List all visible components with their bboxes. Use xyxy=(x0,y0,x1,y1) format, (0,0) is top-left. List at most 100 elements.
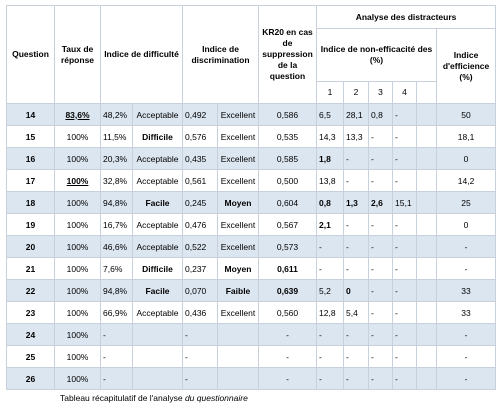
table-cell: 46,6% xyxy=(100,235,133,258)
table-cell: 0,492 xyxy=(182,103,218,126)
header-cell: 2 xyxy=(343,81,369,104)
spacer-cell xyxy=(416,279,437,302)
table-cell: 0 xyxy=(435,213,497,236)
table-cell: 23 xyxy=(6,301,55,324)
table-cell: 13,8 xyxy=(316,169,344,192)
table-cell: Excellent xyxy=(217,235,259,258)
spacer-cell xyxy=(416,367,437,390)
table-cell: 20 xyxy=(6,235,55,258)
table-cell: 1,8 xyxy=(316,147,344,170)
table-cell: 1,3 xyxy=(343,191,369,214)
table-cell: 5,4 xyxy=(343,301,369,324)
table-cell: - xyxy=(343,257,369,280)
spacer-cell xyxy=(416,301,437,324)
table-cell: - xyxy=(258,345,317,368)
table-cell: 100% xyxy=(54,345,101,368)
table-cell: 6,5 xyxy=(316,103,344,126)
table-cell: 100% xyxy=(54,235,101,258)
header-cell: Taux de réponse xyxy=(54,5,101,104)
table-cell: 0,561 xyxy=(182,169,218,192)
table-cell: - xyxy=(368,279,393,302)
header-cell: Analyse des distracteurs xyxy=(315,5,497,29)
table-cell: - xyxy=(258,367,317,390)
table-cell: 0,535 xyxy=(258,125,317,148)
table-cell: 48,2% xyxy=(100,103,133,126)
table-body: 14 83,6% 48,2% Acceptable 0,492 Excellent 0,58… xyxy=(6,103,497,390)
caption-text: Tableau récapitulatif de l'analyse xyxy=(60,393,185,403)
table-cell: 100% xyxy=(54,169,101,192)
table-cell xyxy=(217,323,259,346)
table-cell: 0,070 xyxy=(182,279,218,302)
table-cell: - xyxy=(368,301,393,324)
table-cell: - xyxy=(316,257,344,280)
table-cell: - xyxy=(316,235,344,258)
table-cell: - xyxy=(316,345,344,368)
table-cell: - xyxy=(392,279,417,302)
table-cell: 100% xyxy=(54,279,101,302)
table-cell: Acceptable xyxy=(132,301,183,324)
table-cell: 19 xyxy=(6,213,55,236)
table-cell: 28,1 xyxy=(343,103,369,126)
table-cell: 14,2 xyxy=(435,169,497,192)
table-cell: - xyxy=(392,301,417,324)
table-row: 22 100% 94,8% Facile 0,070 Faible 0,639 5,2 0- -3… xyxy=(6,279,497,302)
table-cell: Acceptable xyxy=(132,147,183,170)
table-cell: - xyxy=(392,125,417,148)
table-cell: 20,3% xyxy=(100,147,133,170)
table-cell: Excellent xyxy=(217,125,259,148)
table-cell: 0,522 xyxy=(182,235,218,258)
table-cell: 33 xyxy=(435,301,497,324)
table-cell xyxy=(132,367,183,390)
table-cell: 0,573 xyxy=(258,235,317,258)
table-cell: - xyxy=(182,345,218,368)
table-cell: 18 xyxy=(6,191,55,214)
table-cell: Facile xyxy=(132,191,183,214)
table-cell: - xyxy=(100,367,133,390)
table-cell: Excellent xyxy=(217,103,259,126)
caption-emphasis: du questionnaire xyxy=(184,393,248,403)
table-cell: 0,585 xyxy=(258,147,317,170)
table-cell: 22 xyxy=(6,279,55,302)
table-cell: Acceptable xyxy=(132,235,183,258)
spacer-cell xyxy=(416,323,437,346)
table-row: 19 100% 16,7% Acceptable 0,476 Excellent 0,567… xyxy=(6,213,497,236)
table-row: 26 100% - - - - - - - - xyxy=(6,367,497,390)
table-cell: 0,436 xyxy=(182,301,218,324)
table-cell xyxy=(217,367,259,390)
table-cell: - xyxy=(392,345,417,368)
table-cell: 2,1 xyxy=(316,213,344,236)
table-row: 17 100% 32,8% Acceptable 0,561 Excellent 0,500… xyxy=(6,169,497,192)
table-cell: - xyxy=(316,367,344,390)
table-cell: - xyxy=(435,367,497,390)
header-cell: Question xyxy=(6,5,55,104)
table-cell: 100% xyxy=(54,147,101,170)
table-cell: 0,567 xyxy=(258,213,317,236)
table-wrapper: Question Taux de réponse Indice de diffi… xyxy=(6,5,497,403)
table-row: 20 100% 46,6% Acceptable 0,522 Excellent 0,573… xyxy=(6,235,497,258)
table-cell: - xyxy=(368,235,393,258)
table-cell: 0,560 xyxy=(258,301,317,324)
table-cell: 17 xyxy=(6,169,55,192)
table-cell: - xyxy=(343,323,369,346)
header-cell: 1 xyxy=(316,81,344,104)
table-cell: 100% xyxy=(54,323,101,346)
summary-table: Question Taux de réponse Indice de diffi… xyxy=(6,5,497,390)
table-cell: Excellent xyxy=(217,169,259,192)
table-cell: - xyxy=(392,147,417,170)
table-cell: Acceptable xyxy=(132,103,183,126)
header-cell: 3 xyxy=(368,81,393,104)
table-cell: 0,435 xyxy=(182,147,218,170)
table-cell: Excellent xyxy=(217,147,259,170)
table-row: 23 100% 66,9% Acceptable 0,436 Excellent 0,560… xyxy=(6,301,497,324)
table-cell: 16 xyxy=(6,147,55,170)
header-cell: Indice de non-efficacité des (%) xyxy=(316,28,437,82)
header-cell xyxy=(416,81,437,104)
spacer-cell xyxy=(416,125,437,148)
table-cell: 0 xyxy=(435,147,497,170)
table-cell: 0 xyxy=(343,279,369,302)
table-cell: - xyxy=(368,367,393,390)
table-cell: - xyxy=(343,147,369,170)
table-cell: Difficile xyxy=(132,125,183,148)
table-cell: - xyxy=(343,345,369,368)
header-cell: Indice d'efficience (%) xyxy=(435,28,497,104)
